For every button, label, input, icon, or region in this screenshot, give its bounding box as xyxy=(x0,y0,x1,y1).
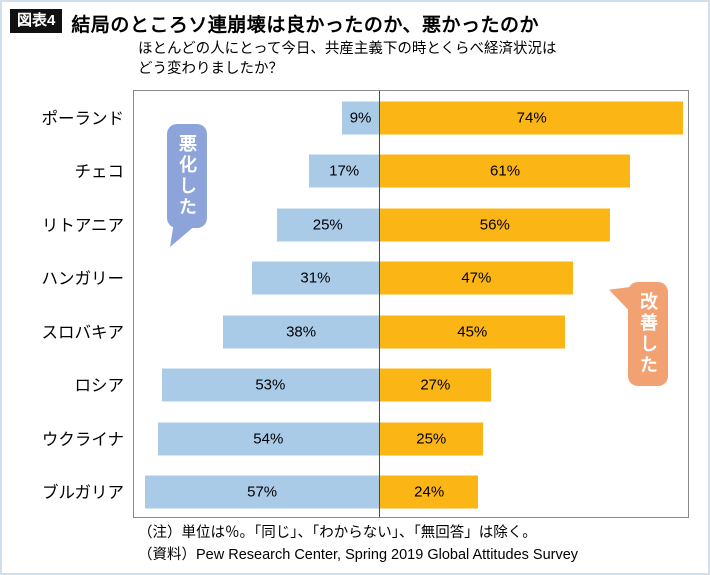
bar-improved: 27% xyxy=(380,368,491,402)
chart-question-line2: どう変わりましたか？ xyxy=(138,61,283,78)
chart-row: 57% 24% xyxy=(134,466,688,520)
figure-number-badge: 図表4 xyxy=(10,9,63,33)
category-label: ハンガリー xyxy=(41,270,125,289)
bar-improved: 47% xyxy=(380,261,573,295)
chart-row: 31% 47% xyxy=(134,252,688,306)
category-label: ロシア xyxy=(74,377,125,396)
category-label: ポーランド xyxy=(41,109,125,128)
bar-improved: 25% xyxy=(380,422,483,456)
chart-row: 54% 25% xyxy=(134,412,688,466)
category-labels: ポーランドチェコリトアニアハンガリースロバキアロシアウクライナブルガリア xyxy=(10,90,133,518)
bar-worsened: 25% xyxy=(276,208,379,242)
bar-improved: 74% xyxy=(380,101,684,135)
plot-area: 9% 74% 17% 61% 25% 56% 31% 47% 38% 45% 53% 27% 54% 25… xyxy=(133,90,689,518)
footnote-source: （資料）Pew Research Center, Spring 2019 Glo… xyxy=(138,547,579,564)
figure-title: 結局のところソ連崩壊は良かったのか、悪かったのか xyxy=(71,15,539,36)
category-label: リトアニア xyxy=(41,216,124,235)
bar-improved: 61% xyxy=(380,154,631,188)
chart-row: 38% 45% xyxy=(134,305,688,359)
bar-worsened: 17% xyxy=(309,154,379,188)
chart-row: 17% 61% xyxy=(134,145,688,199)
bar-improved: 24% xyxy=(380,475,479,509)
bar-rows: 9% 74% 17% 61% 25% 56% 31% 47% 38% 45% 53% 27% 54% 25… xyxy=(134,91,688,519)
bar-improved: 45% xyxy=(380,315,565,349)
bar-worsened: 9% xyxy=(342,101,379,135)
bar-worsened: 53% xyxy=(161,368,379,402)
bar-worsened: 31% xyxy=(251,261,379,295)
chart-row: 25% 56% xyxy=(134,198,688,252)
zero-axis-line xyxy=(379,91,380,517)
bar-worsened: 57% xyxy=(145,475,379,509)
figure-header: 図表4 結局のところソ連崩壊は良かったのか、悪かったのか xyxy=(10,9,539,37)
category-label: ブルガリア xyxy=(41,484,124,503)
chart-question-line1: ほとんどの人にとって今日、共産主義下の時とくらべ経済状況は xyxy=(138,41,557,57)
footnote-unit: （注）単位は％。「同じ」、「わからない」、「無回答」は除く。 xyxy=(138,525,537,541)
footnotes: （注）単位は％。「同じ」、「わからない」、「無回答」は除く。 （資料）Pew R… xyxy=(138,522,578,567)
callout-improved-label: 改善した xyxy=(638,292,658,376)
chart-row: 53% 27% xyxy=(134,359,688,413)
bar-improved: 56% xyxy=(380,208,610,242)
chart-row: 9% 74% xyxy=(134,91,688,145)
bar-worsened: 54% xyxy=(157,422,379,456)
bar-worsened: 38% xyxy=(223,315,379,349)
category-label: スロバキア xyxy=(41,323,125,342)
chart-question: ほとんどの人にとって今日、共産主義下の時とくらべ経済状況は どう変わりましたか？ xyxy=(138,39,556,80)
callout-worsened-label: 悪化した xyxy=(177,134,197,218)
callout-improved: 改善した xyxy=(609,282,668,386)
category-label: チェコ xyxy=(74,163,125,182)
category-label: ウクライナ xyxy=(41,430,124,449)
callout-worsened: 悪化した xyxy=(167,124,207,247)
diverging-bar-chart: ポーランドチェコリトアニアハンガリースロバキアロシアウクライナブルガリア 9% 7… xyxy=(10,90,689,518)
